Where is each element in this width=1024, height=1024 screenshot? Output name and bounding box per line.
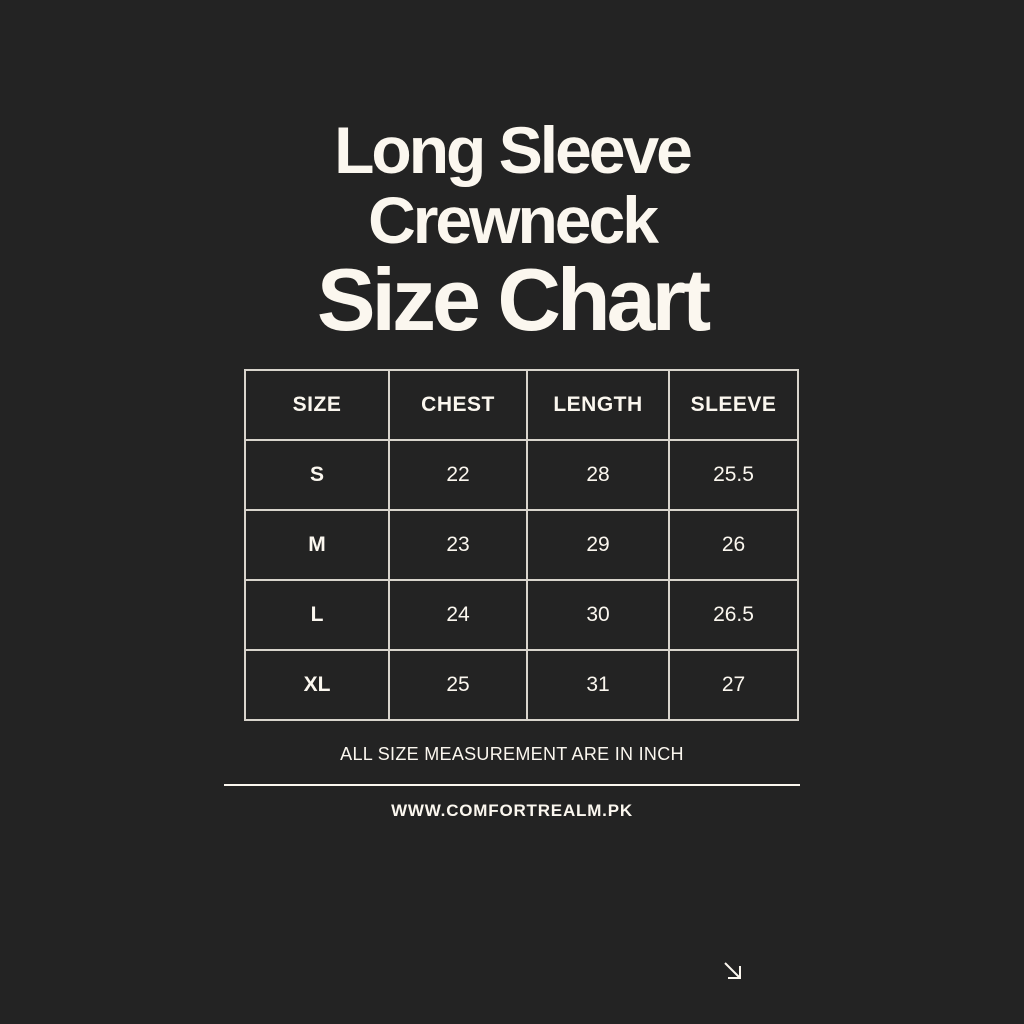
cell-chest: 23 bbox=[388, 509, 528, 581]
table-row: M 23 29 26 bbox=[244, 509, 799, 581]
title-line-3: Size Chart bbox=[316, 250, 711, 349]
table-header-row: SIZE CHEST LENGTH SLEEVE bbox=[244, 369, 799, 441]
header-sleeve: SLEEVE bbox=[668, 369, 799, 441]
cell-chest: 22 bbox=[388, 439, 528, 511]
cell-length: 30 bbox=[526, 579, 670, 651]
cell-size: XL bbox=[244, 649, 390, 721]
header-chest: CHEST bbox=[388, 369, 528, 441]
cell-length: 28 bbox=[526, 439, 670, 511]
cell-size: L bbox=[244, 579, 390, 651]
header-length: LENGTH bbox=[526, 369, 670, 441]
cell-length: 31 bbox=[526, 649, 670, 721]
measurement-note: ALL SIZE MEASUREMENT ARE IN INCH bbox=[340, 744, 684, 764]
cell-size: M bbox=[244, 509, 390, 581]
divider bbox=[224, 784, 800, 786]
size-table: SIZE CHEST LENGTH SLEEVE S 22 28 25.5 M … bbox=[244, 369, 799, 721]
header-size: SIZE bbox=[244, 369, 390, 441]
title-line-2: Crewneck bbox=[368, 183, 659, 257]
table-row: XL 25 31 27 bbox=[244, 649, 799, 721]
arrow-down-right-icon bbox=[724, 962, 741, 979]
cell-sleeve: 27 bbox=[668, 649, 799, 721]
cell-length: 29 bbox=[526, 509, 670, 581]
table-row: S 22 28 25.5 bbox=[244, 439, 799, 511]
cell-chest: 24 bbox=[388, 579, 528, 651]
cell-sleeve: 25.5 bbox=[668, 439, 799, 511]
table-row: L 24 30 26.5 bbox=[244, 579, 799, 651]
cell-sleeve: 26.5 bbox=[668, 579, 799, 651]
cell-size: S bbox=[244, 439, 390, 511]
cell-chest: 25 bbox=[388, 649, 528, 721]
title-line-1: Long Sleeve bbox=[334, 113, 693, 187]
cell-sleeve: 26 bbox=[668, 509, 799, 581]
website-link[interactable]: WWW.COMFORTREALM.PK bbox=[391, 801, 633, 820]
